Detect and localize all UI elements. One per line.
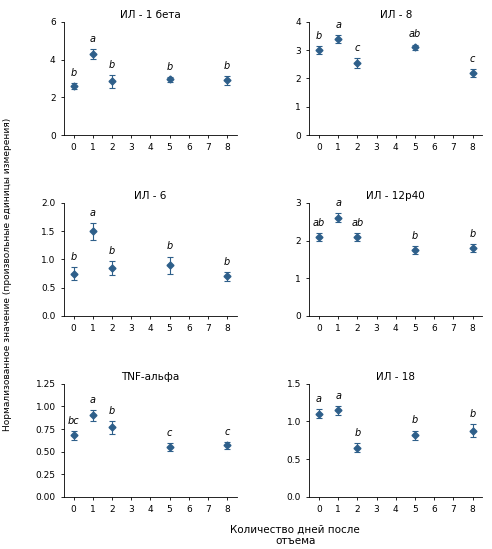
- Text: a: a: [90, 208, 96, 217]
- Text: ab: ab: [351, 218, 364, 228]
- Text: a: a: [335, 20, 341, 30]
- Text: c: c: [470, 53, 475, 64]
- Text: b: b: [412, 416, 418, 425]
- Text: b: b: [109, 60, 115, 70]
- Text: ab: ab: [313, 218, 325, 228]
- Text: bc: bc: [68, 416, 79, 425]
- Text: a: a: [335, 198, 341, 208]
- Title: ИЛ - 18: ИЛ - 18: [376, 372, 415, 382]
- Title: ИЛ - 8: ИЛ - 8: [379, 10, 412, 20]
- Text: b: b: [469, 229, 476, 239]
- Text: a: a: [316, 394, 322, 404]
- Text: c: c: [355, 43, 360, 53]
- Text: Нормализованное значение (произвольные единицы измерения): Нормализованное значение (произвольные е…: [3, 118, 12, 431]
- Text: ab: ab: [409, 30, 421, 40]
- Text: b: b: [70, 68, 77, 78]
- Text: b: b: [224, 60, 230, 71]
- Text: b: b: [166, 242, 173, 251]
- Text: b: b: [109, 246, 115, 256]
- Title: TNF-альфа: TNF-альфа: [121, 372, 180, 382]
- Text: b: b: [224, 257, 230, 267]
- Text: b: b: [166, 61, 173, 71]
- Text: b: b: [412, 231, 418, 241]
- Text: b: b: [354, 428, 361, 438]
- Text: c: c: [167, 428, 172, 439]
- Text: b: b: [70, 251, 77, 262]
- Text: b: b: [316, 31, 322, 41]
- Text: a: a: [90, 395, 96, 405]
- Text: a: a: [335, 390, 341, 401]
- Text: c: c: [224, 427, 230, 436]
- Text: a: a: [90, 34, 96, 44]
- Title: ИЛ - 1 бета: ИЛ - 1 бета: [120, 10, 181, 20]
- Text: Количество дней после
отъема: Количество дней после отъема: [230, 525, 360, 546]
- Title: ИЛ - 12р40: ИЛ - 12р40: [367, 191, 425, 201]
- Text: b: b: [469, 410, 476, 419]
- Title: ИЛ - 6: ИЛ - 6: [134, 191, 167, 201]
- Text: b: b: [109, 406, 115, 416]
